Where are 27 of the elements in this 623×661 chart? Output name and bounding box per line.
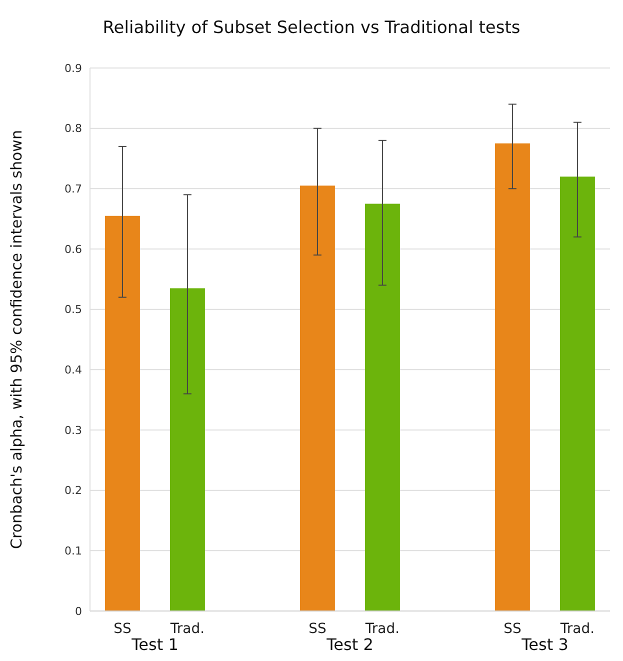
bar — [300, 186, 335, 611]
y-tick-label: 0.3 — [64, 424, 82, 437]
bar — [364, 204, 400, 611]
bar — [560, 176, 595, 611]
y-tick-label: 0.2 — [64, 484, 82, 498]
bar — [494, 143, 530, 611]
text: Test 3 — [522, 635, 568, 654]
y-tick-label: 0.5 — [64, 303, 82, 316]
y-tick-label: 0.7 — [64, 182, 82, 196]
x-tick-label: SS — [308, 621, 326, 637]
x-tick-label: SS — [114, 621, 132, 637]
bar — [170, 288, 205, 611]
x-tick-label: SS — [504, 621, 522, 637]
y-tick-label: 0 — [75, 604, 82, 618]
x-tick-label: Trad. — [169, 621, 205, 637]
chart-title: Reliability of Subset Selection vs Traditional tests — [102, 17, 522, 40]
x-tick-label: Trad. — [364, 621, 400, 637]
y-tick-label: 0.6 — [64, 242, 82, 256]
bar — [104, 216, 140, 611]
y-axis-title: Cronbach's alpha, with 95% confidence intervals shown — [7, 130, 26, 549]
x-tick-label: Trad. — [559, 621, 595, 637]
y-tick-label: 0.1 — [64, 544, 82, 558]
y-tick-label: 0.4 — [64, 364, 82, 377]
text: Test 1 — [132, 635, 178, 654]
y-tick-label: 0.8 — [64, 122, 82, 136]
text: Test 2 — [326, 635, 374, 654]
y-tick-label: 0.9 — [64, 62, 82, 75]
